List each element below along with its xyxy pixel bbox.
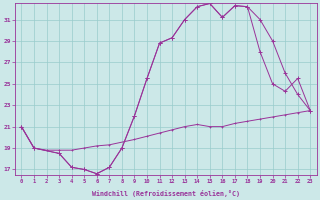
X-axis label: Windchill (Refroidissement éolien,°C): Windchill (Refroidissement éolien,°C): [92, 190, 240, 197]
